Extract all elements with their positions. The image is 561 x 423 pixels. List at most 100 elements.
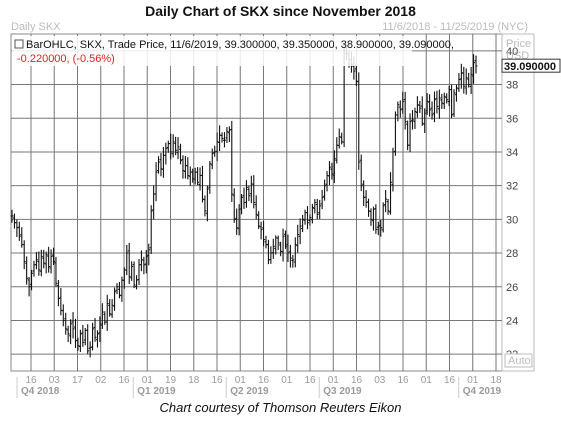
ohlc-bar — [432, 91, 436, 123]
ohlc-bar — [330, 162, 334, 180]
ohlc-bar — [389, 172, 393, 215]
ohlc-bar — [384, 190, 388, 213]
change-readout: -0.220000, (-0.56%) — [17, 53, 115, 65]
ohlc-bar — [113, 287, 117, 311]
ohlc-bar — [276, 235, 280, 251]
ohlc-bar — [301, 214, 305, 233]
ohlc-bar — [445, 93, 449, 104]
x-tick-label: 18 — [188, 375, 200, 386]
ohlc-bar — [374, 204, 378, 234]
ohlc-bar — [435, 90, 439, 114]
ohlc-bar — [174, 136, 178, 156]
chart-caption: Chart courtesy of Thomson Reuters Eikon — [159, 400, 402, 415]
ohlc-bar — [32, 260, 36, 277]
ohlc-bar — [430, 101, 434, 120]
ohlc-bar — [376, 221, 380, 236]
ohlc-bar — [308, 214, 312, 226]
ohlc-bar — [235, 208, 239, 235]
ohlc-bar — [337, 128, 341, 149]
x-tick-label: 16 — [397, 375, 409, 386]
ohlc-bar — [154, 162, 158, 202]
ohlc-bar — [137, 258, 141, 285]
y-tick-label: 38 — [506, 80, 518, 92]
quarter-label: Q4 2019 — [463, 386, 502, 397]
ohlc-bar — [442, 92, 446, 109]
ohlc-bar — [266, 239, 270, 265]
ohlc-bar — [152, 185, 156, 220]
ohlc-bar — [210, 148, 214, 170]
ohlc-bar — [288, 244, 292, 268]
ohlc-bar — [44, 251, 48, 274]
last-price-box: 39.090000 — [501, 58, 561, 73]
ohlc-bar — [49, 249, 53, 274]
ohlc-bar — [166, 140, 170, 153]
ohlc-bar — [305, 206, 309, 230]
ohlc-bar — [142, 256, 146, 275]
quarter-label: Q3 2019 — [323, 386, 362, 397]
ohlc-bar — [147, 243, 151, 266]
ohlc-bar — [188, 166, 192, 186]
ohlc-bar — [332, 150, 336, 184]
y-axis: 22242628303234363840 — [506, 46, 518, 361]
ohlc-bar — [452, 89, 456, 117]
ohlc-bar — [198, 167, 202, 191]
ohlc-bar — [320, 189, 324, 210]
ohlc-bar — [362, 180, 366, 207]
ohlc-bar — [108, 299, 112, 317]
ohlc-bar — [183, 156, 187, 179]
y-tick-label: 28 — [506, 248, 518, 260]
ohlc-bar — [303, 209, 307, 225]
ohlc-bar — [34, 252, 38, 270]
ohlc-bar — [437, 89, 441, 119]
ohlc-bar — [91, 322, 95, 351]
ohlc-bar — [291, 254, 295, 268]
x-tick-label: 17 — [72, 375, 84, 386]
ohlc-bar — [254, 195, 258, 220]
auto-button[interactable] — [504, 353, 533, 368]
ohlc-bar — [411, 110, 415, 130]
x-tick-label: 16 — [304, 375, 316, 386]
quarter-axis: Q4 2018 Q1 2019 Q2 2019 Q3 2019 Q4 2019 — [16, 377, 502, 398]
x-tick-label: 01 — [235, 375, 247, 386]
symbol-tab[interactable]: Daily SKX — [11, 21, 61, 33]
ohlc-bar — [369, 208, 373, 226]
x-tick-label: 03 — [374, 375, 386, 386]
ohlc-bar — [95, 330, 99, 348]
y-tick-label: 30 — [506, 214, 518, 226]
ohlc-bar — [279, 241, 283, 257]
ohlc-bar — [220, 132, 224, 143]
y-tick-label: 24 — [506, 315, 518, 327]
ohlc-bar — [298, 218, 302, 245]
ohlc-bar — [371, 206, 375, 231]
ohlc-bar — [100, 303, 104, 329]
last-price: 39.090000 — [504, 61, 556, 73]
x-tick-label: 16 — [118, 375, 130, 386]
chart-title: Daily Chart of SKX since November 2018 — [145, 3, 416, 19]
legend-checkbox[interactable] — [14, 39, 24, 49]
ohlc-bar — [78, 329, 82, 352]
ohlc-bar — [59, 288, 63, 316]
ohlc-bar — [132, 261, 136, 289]
ohlc-bar — [240, 193, 244, 215]
ohlc-bar — [27, 277, 31, 297]
ohlc-bar — [428, 94, 432, 117]
ohlc-bar — [401, 91, 405, 114]
ohlc-bar — [213, 145, 217, 157]
ohlc-bar — [271, 238, 275, 259]
x-tick-label: 16 — [444, 375, 456, 386]
ohlc-bar — [171, 134, 175, 158]
ohlc-bar — [354, 64, 358, 86]
ohlc-bar — [472, 54, 476, 84]
ohlc-bar — [115, 283, 119, 295]
ohlc-bar — [264, 235, 268, 249]
ohlc-bar — [454, 84, 458, 102]
x-tick-label: 16 — [258, 375, 270, 386]
x-tick-label: 19 — [165, 375, 177, 386]
quarter-label: Q2 2019 — [230, 386, 269, 397]
ohlc-bar — [176, 137, 180, 160]
ohlc-bar — [61, 304, 65, 327]
ohlc-bars — [10, 42, 478, 358]
ohlc-bar — [457, 73, 461, 92]
x-tick-label: 16 — [211, 375, 223, 386]
